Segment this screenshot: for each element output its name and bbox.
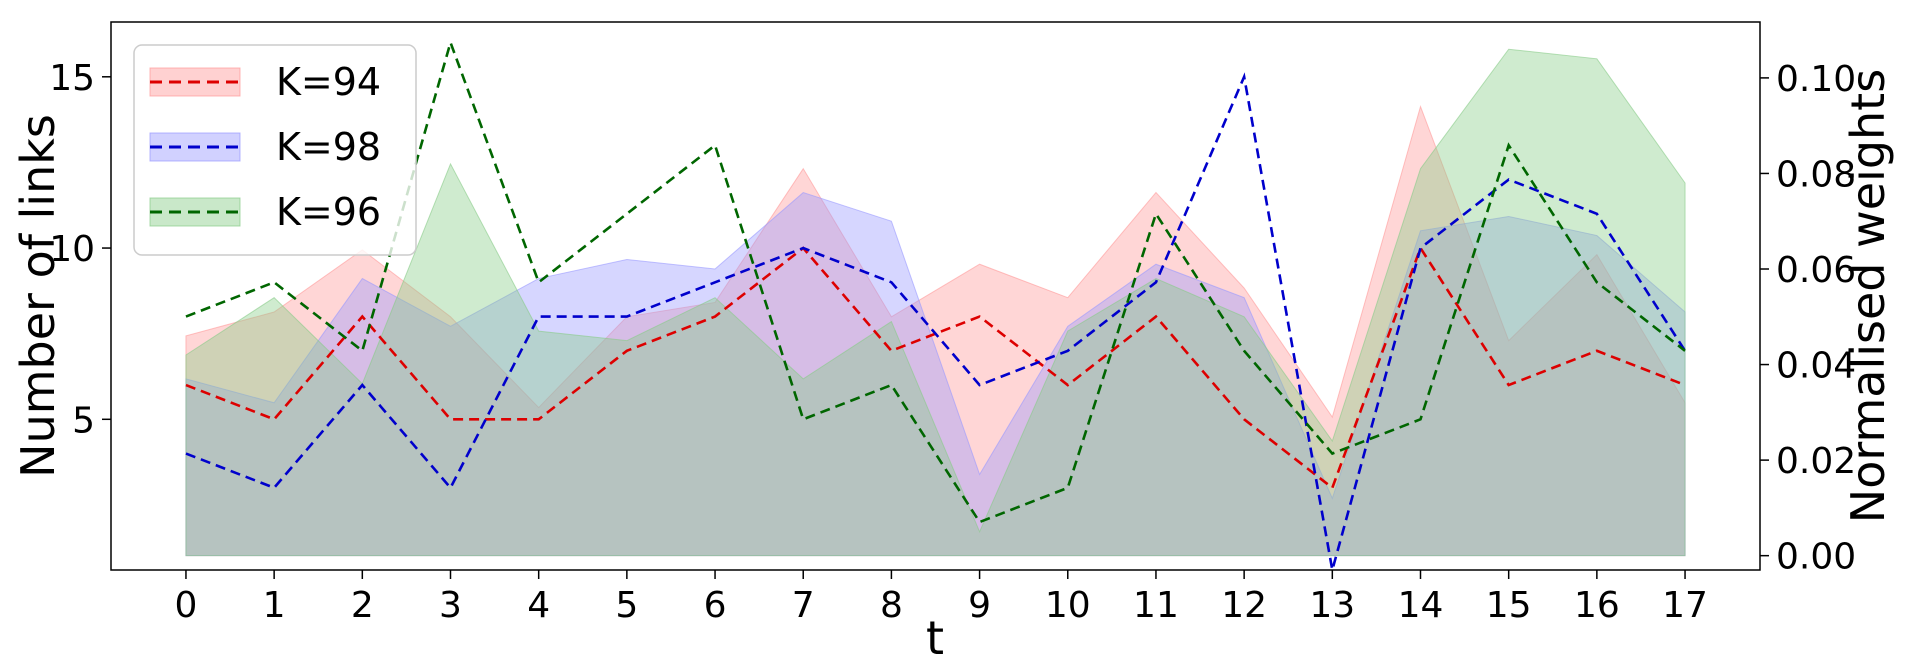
x-tick-label: 5 [615,585,638,626]
y2-tick-label: 0.02 [1776,441,1856,482]
y-axis-title: Number of links [11,114,65,478]
x-tick-label: 7 [792,585,815,626]
x-axis: 0 1 2 3 4 5 6 7 8 9 10 11 12 13 14 15 16 17 [175,570,1708,626]
x-tick-label: 6 [704,585,727,626]
x-tick-label: 13 [1309,585,1355,626]
x-tick-label: 4 [527,585,550,626]
x-tick-label: 2 [351,585,374,626]
y-axis-left: 5 10 15 [49,58,111,441]
x-tick-label: 17 [1662,585,1708,626]
legend-label: K=98 [276,125,381,169]
x-tick-label: 10 [1045,585,1091,626]
x-tick-label: 9 [968,585,991,626]
y2-tick-label: 0.08 [1776,154,1856,195]
y2-tick-label: 0.06 [1776,250,1856,291]
x-tick-label: 0 [175,585,198,626]
y2-axis-title: Normalised weights [1841,69,1895,523]
legend-frame [133,44,417,256]
series-line-k-96 [185,38,1686,524]
y2-tick-label: 0.10 [1776,59,1856,100]
x-axis-title: t [926,611,944,665]
x-tick-label: 16 [1574,585,1620,626]
legend-label: K=96 [276,190,381,234]
series-line-k-94 [185,245,1686,490]
y-axis-right: 0.00 0.02 0.04 0.06 0.08 0.10 [1760,59,1856,578]
y-tick-label: 15 [49,58,95,99]
series-lines [185,38,1687,571]
legend-label: K=94 [276,60,381,104]
x-tick-label: 14 [1398,585,1444,626]
fill-area-k-98 [185,192,1686,557]
y-tick-label: 5 [72,400,95,441]
y-tick-label: 10 [49,229,95,270]
x-tick-label: 1 [263,585,286,626]
x-tick-label: 8 [880,585,903,626]
legend: K=94 K=98 K=96 [133,44,417,256]
plot-frame [110,21,1761,571]
x-tick-label: 12 [1221,585,1267,626]
fill-area-k-94 [185,104,1686,557]
x-tick-label: 3 [439,585,462,626]
y2-tick-label: 0.04 [1776,346,1856,387]
x-tick-label: 11 [1133,585,1179,626]
y2-tick-label: 0.00 [1776,537,1856,578]
series-line-k-98 [185,72,1687,571]
x-tick-label: 15 [1486,585,1532,626]
